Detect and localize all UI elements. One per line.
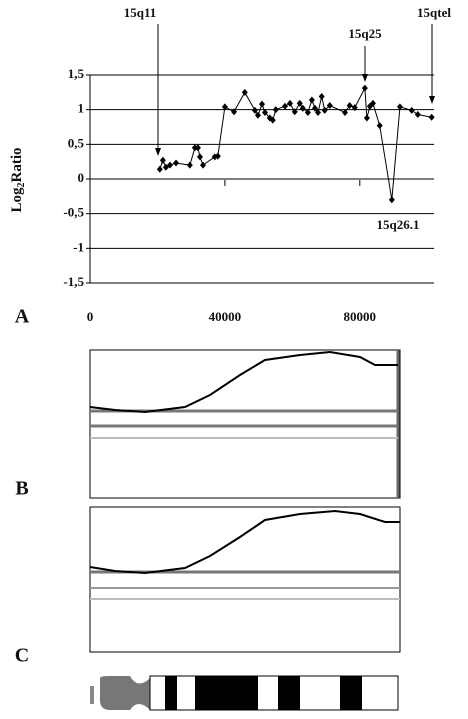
curve	[89, 350, 398, 414]
arrow-head	[155, 148, 161, 156]
data-point	[281, 102, 288, 110]
data-point	[351, 104, 358, 112]
data-point	[299, 104, 306, 112]
data-point	[191, 144, 198, 152]
data-point	[156, 165, 163, 173]
annotation: 15q25	[348, 26, 382, 41]
y-tick-label: -1	[73, 239, 84, 254]
data-point	[396, 103, 403, 111]
data-point	[304, 108, 311, 116]
annotation: 15q11	[124, 5, 157, 20]
panel-c	[89, 506, 401, 653]
band	[165, 676, 177, 710]
data-point	[296, 99, 303, 107]
panel-b	[89, 349, 401, 499]
data-point	[376, 122, 383, 130]
data-point	[186, 161, 193, 169]
data-point	[166, 161, 173, 169]
x-tick-label: 0	[87, 309, 94, 324]
band	[340, 676, 362, 710]
y-tick-label: -1,5	[63, 274, 84, 289]
data-point	[221, 103, 228, 111]
data-point	[369, 99, 376, 107]
data-point	[408, 106, 415, 114]
y-tick-label: 0	[78, 170, 85, 185]
data-point	[231, 108, 238, 116]
band	[195, 676, 220, 710]
data-point	[272, 106, 279, 114]
band	[220, 676, 258, 710]
data-point	[241, 88, 248, 96]
annotation: 15q26.1	[377, 217, 420, 232]
arrow-head	[429, 96, 435, 104]
curve	[89, 509, 400, 575]
y-tick-label: 1	[78, 101, 85, 116]
band	[90, 686, 94, 704]
centromere	[100, 676, 150, 710]
band	[278, 676, 300, 710]
ideogram	[90, 675, 399, 711]
data-point	[321, 106, 328, 114]
panel-label: C	[15, 645, 29, 667]
data-point	[311, 104, 318, 112]
data-point	[251, 106, 258, 114]
data-point	[159, 156, 166, 164]
panel-label: B	[15, 478, 28, 500]
data-point	[326, 102, 333, 110]
data-point	[259, 100, 265, 108]
panel-label: A	[15, 306, 30, 328]
data-point	[254, 111, 261, 119]
data-point	[286, 99, 293, 107]
y-tick-label: 1,5	[68, 66, 85, 81]
data-point	[194, 144, 201, 152]
x-tick-label: 40000	[209, 309, 242, 324]
data-point	[196, 153, 203, 161]
data-point	[361, 84, 368, 92]
data-point	[173, 159, 179, 167]
data-point	[291, 108, 298, 116]
y-label-part: Log	[9, 187, 25, 213]
data-point	[199, 161, 206, 169]
data-point	[341, 108, 348, 116]
annotation: 15qtel	[417, 5, 451, 20]
data-point	[318, 92, 325, 100]
x-tick-label: 80000	[344, 309, 377, 324]
data-point	[388, 196, 395, 204]
y-axis-label: Log2Ratio	[9, 147, 27, 212]
data-point	[314, 108, 321, 116]
data-point	[214, 152, 221, 160]
arrow-head	[362, 74, 368, 82]
y-tick-label: 0,5	[68, 135, 85, 150]
y-label-sub: 2	[16, 182, 27, 187]
y-label-part: Ratio	[9, 147, 25, 182]
data-point	[262, 108, 269, 116]
data-point	[428, 113, 435, 121]
data-point	[363, 114, 370, 122]
data-point	[308, 96, 315, 104]
data-point	[269, 116, 276, 124]
y-tick-label: -0,5	[63, 205, 84, 220]
data-point	[414, 111, 421, 119]
data-point	[346, 102, 353, 110]
